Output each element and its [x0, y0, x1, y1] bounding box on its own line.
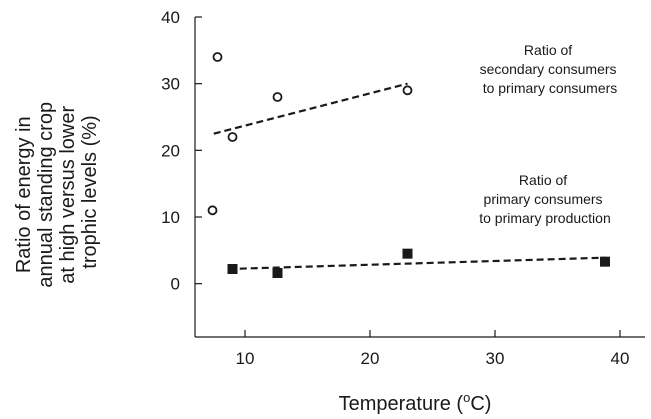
data-point-filled-square	[600, 256, 610, 267]
series-annotation-primary: Ratio of primary consumers to primary pr…	[479, 172, 611, 226]
data-point-filled-square	[227, 264, 238, 274]
y-tick-label: 30	[161, 75, 180, 94]
x-axis-title: Temperature (oC)	[339, 390, 492, 415]
data-point-open-circle	[402, 85, 413, 96]
y-tick-label: 0	[171, 275, 180, 294]
y-tick-label: 20	[161, 141, 180, 160]
y-axis-title: Ratio of energy in annual standing crop …	[13, 96, 101, 288]
data-point-open-circle	[212, 52, 223, 62]
data-point-filled-square	[402, 248, 413, 259]
trend-line-series-1	[213, 82, 408, 135]
y-axis-title-line: at high versus lower	[57, 106, 79, 284]
y-tick-label: 40	[161, 8, 180, 27]
data-point-filled-square	[272, 268, 283, 278]
trend-line-series-2	[228, 256, 606, 271]
svg-text:Ratio of energy in annua: Ratio of energy in annual standing crop …	[13, 96, 101, 287]
y-tick-label: 10	[161, 208, 180, 227]
data-point-open-circle	[272, 92, 283, 102]
x-tick-label: 10	[236, 349, 255, 368]
data-point-open-circle	[227, 132, 238, 142]
x-tick-label: 40	[611, 349, 630, 368]
chart-axes	[194, 16, 645, 338]
y-axis-title-line: annual standing crop	[35, 102, 57, 288]
x-tick-label: 20	[361, 349, 380, 368]
series-annotation-secondary: Ratio of secondary consumers to primary …	[480, 42, 621, 96]
x-tick-label: 30	[486, 349, 505, 368]
tick-labels: 0 10 20 30 40 10 20 30 40	[161, 8, 629, 368]
data-point-open-circle	[207, 205, 218, 216]
y-axis-title-line: Ratio of energy in	[13, 116, 35, 273]
data-marks	[207, 52, 610, 278]
y-axis-title-line: trophic levels (%)	[79, 115, 101, 268]
